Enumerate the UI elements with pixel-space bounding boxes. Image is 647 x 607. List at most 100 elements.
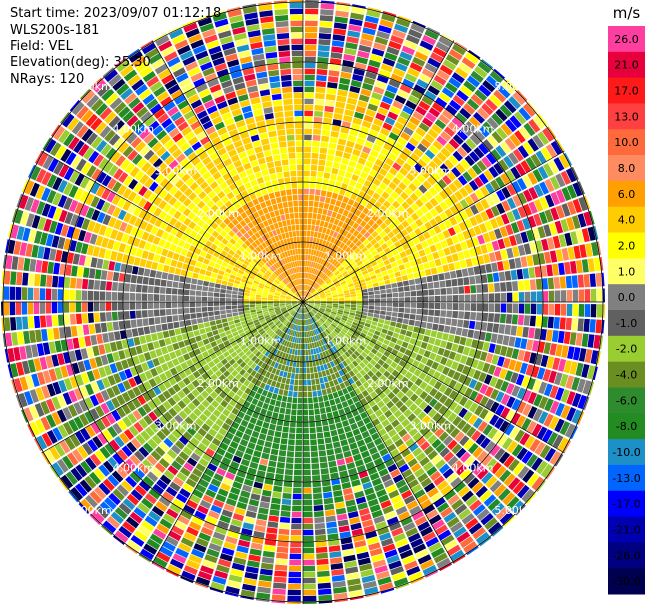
radar-gate [304,291,308,297]
radar-gate [57,236,66,250]
radar-gate [279,383,285,390]
radar-gate [326,387,332,395]
radar-gate [340,268,347,274]
radar-gate [269,509,280,517]
radar-gate [278,50,291,58]
radar-gate [465,258,473,268]
radar-gate [303,373,307,380]
radar-gate [191,171,202,181]
radar-gate [177,308,184,315]
radar-gate [249,307,256,310]
radar-gate [340,202,347,209]
radar-gate [352,222,360,230]
radar-gate [424,90,437,101]
radar-gate [214,62,227,72]
radar-gate [392,292,399,298]
radar-gate [575,260,583,274]
radar-gate [378,281,385,286]
radar-gate [522,217,531,230]
radar-gate [511,180,522,194]
radar-gate [162,330,170,339]
radar-gate [327,222,333,230]
radar-gate [303,529,314,536]
radar-gate [255,275,262,280]
radar-gate [306,242,310,249]
radar-gate [463,277,470,286]
radar-gate [227,316,234,322]
radar-gate [277,221,283,228]
radar-gate [294,267,297,273]
radar-gate [290,289,295,294]
radar-gate [216,234,224,242]
radar-gate [272,588,286,595]
radar-gate [258,229,264,237]
radar-gate [202,195,211,204]
radar-gate [429,197,439,207]
radar-gate [281,258,286,265]
radar-gate [135,248,144,258]
radar-gate [13,240,22,255]
radar-gate [271,265,277,271]
radar-gate [35,329,42,343]
radar-gate [517,192,528,205]
radar-gate [122,187,132,199]
radar-gate [211,136,222,146]
radar-gate [238,184,246,193]
radar-gate [495,108,508,122]
radar-gate [132,55,147,68]
radar-gate [125,329,133,339]
radar-gate [282,92,293,99]
radar-gate [217,190,226,199]
radar-gate [522,268,530,279]
radar-gate [474,89,488,102]
radar-gate [69,302,76,313]
radar-gate [257,253,263,260]
radar-gate [338,433,347,441]
radar-gate [322,485,332,493]
radar-gate [189,296,196,302]
radar-gate [291,409,297,416]
radar-gate [413,271,420,279]
radar-gate [363,223,371,231]
radar-gate [316,384,321,391]
radar-gate [98,157,109,170]
radar-gate [128,215,138,226]
radar-gate [410,212,420,221]
radar-gate [250,97,261,105]
radar-gate [336,287,343,291]
radar-gate [233,140,243,149]
radar-gate [289,8,303,15]
radar-gate [320,252,325,259]
radar-gate [322,208,328,216]
radar-gate [303,176,310,183]
radar-gate [216,258,223,265]
radar-gate [185,277,192,284]
radar-gate [457,277,464,286]
radar-gate [537,166,549,180]
radar-gate [150,333,158,342]
radar-gate [155,246,163,255]
radar-gate [165,308,172,316]
radar-gate [333,186,340,194]
radar-gate [367,227,375,235]
radar-gate [282,371,288,378]
radar-gate [151,58,165,70]
radar-gate [422,34,437,46]
radar-gate [350,299,357,302]
radar-gate [170,336,178,344]
radar-gate [31,215,41,229]
radar-gate [266,57,278,65]
radar-gate [172,281,179,288]
radar-gate [303,559,315,566]
radar-gate [339,395,346,403]
radar-gate [334,397,341,405]
radar-gate [250,272,257,278]
radar-gate [151,261,159,270]
radar-gate [413,147,424,158]
radar-gate [405,197,415,206]
radar-gate [196,14,211,22]
radar-gate [332,268,339,274]
radar-gate [466,75,481,88]
radar-gate [154,218,163,228]
radar-gate [99,312,106,322]
